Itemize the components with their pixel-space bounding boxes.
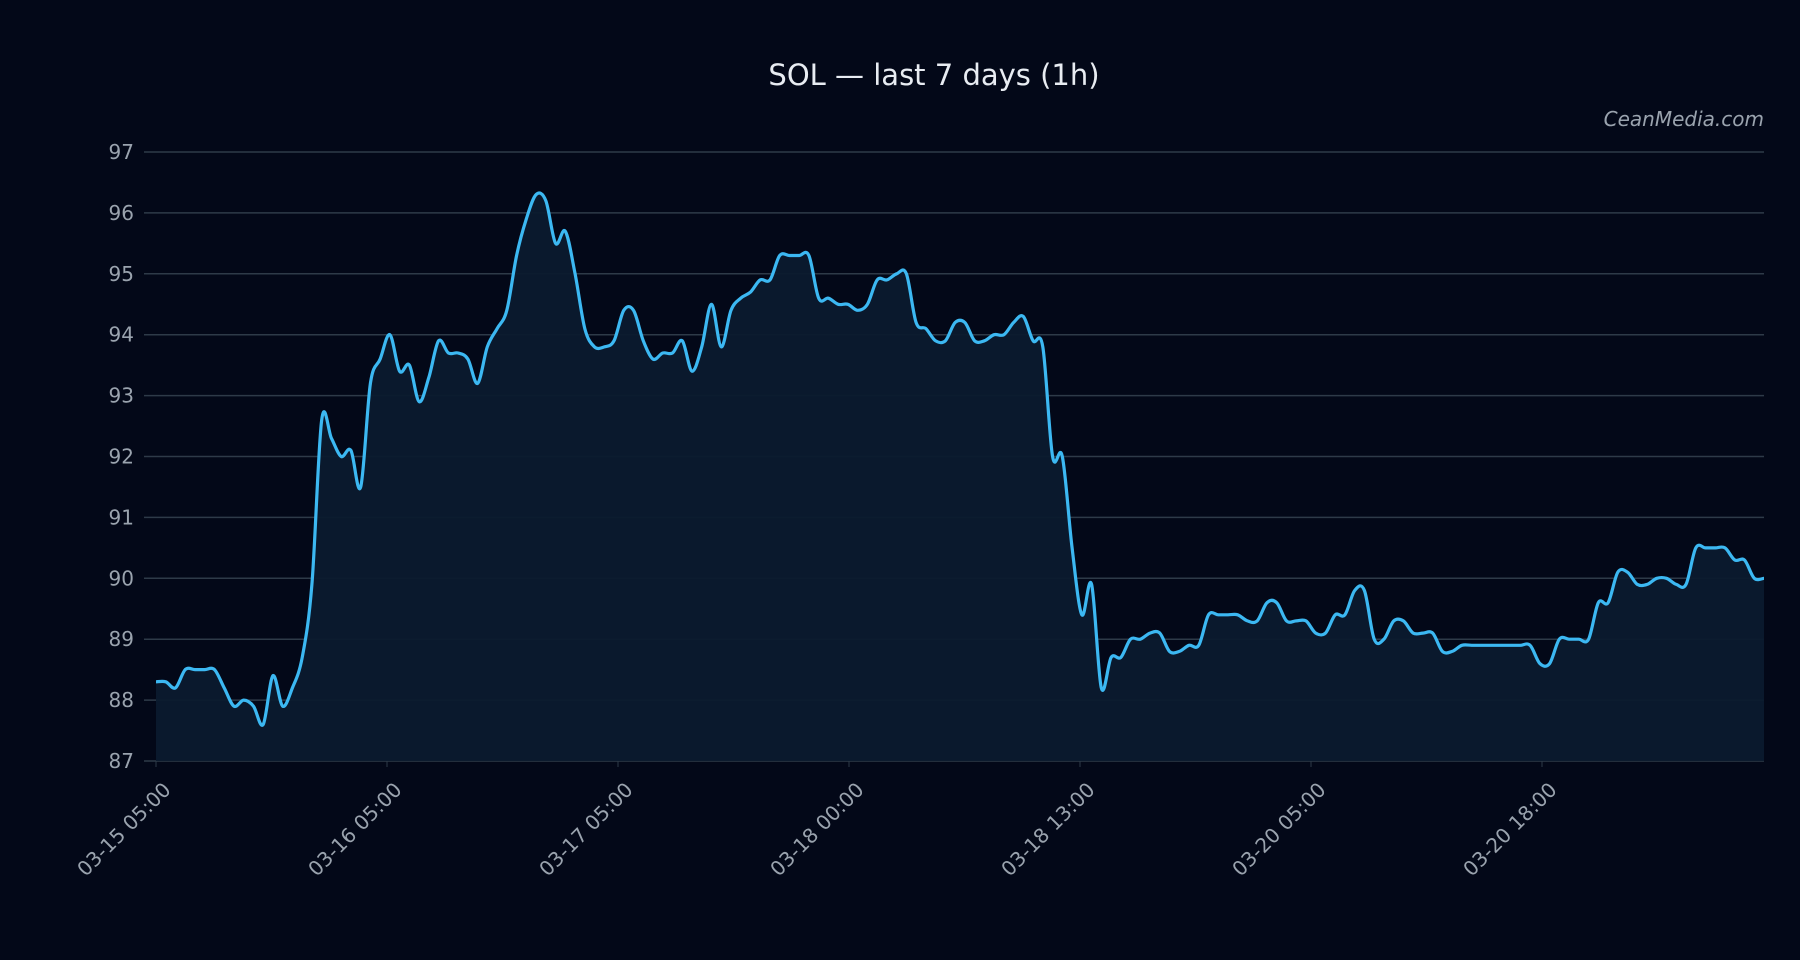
y-tick-label: 92 <box>109 445 134 469</box>
y-tick-label: 89 <box>109 627 134 651</box>
x-tick-label: 03-17 05:00 <box>534 778 637 881</box>
x-tick-label: 03-20 18:00 <box>1458 778 1561 881</box>
x-tick-label: 03-18 13:00 <box>996 778 1099 881</box>
y-tick-label: 88 <box>109 688 134 712</box>
y-tick-label: 94 <box>109 323 134 347</box>
y-axis: 87 88 89 90 91 92 93 94 95 96 97 <box>109 140 134 773</box>
watermark-text: CeanMedia.com <box>1604 107 1764 131</box>
x-tick-label: 03-16 05:00 <box>303 778 406 881</box>
y-tick-label: 96 <box>109 201 134 225</box>
x-tick-label: 03-18 00:00 <box>765 778 868 881</box>
y-tick-label: 93 <box>109 384 134 408</box>
y-tick-label: 87 <box>109 749 134 773</box>
y-tick-label: 95 <box>109 262 134 286</box>
x-axis: 03-15 05:00 03-16 05:00 03-17 05:00 03-18 0… <box>72 761 1562 881</box>
price-area-fill <box>156 193 1764 761</box>
x-tick-label: 03-20 05:00 <box>1227 778 1330 881</box>
y-tick-label: 97 <box>109 140 134 164</box>
y-tick-label: 91 <box>109 505 134 529</box>
chart-title: SOL — last 7 days (1h) <box>768 58 1099 92</box>
x-tick-label: 03-15 05:00 <box>72 778 175 881</box>
price-line <box>155 191 1765 727</box>
y-tick-label: 90 <box>109 566 134 590</box>
